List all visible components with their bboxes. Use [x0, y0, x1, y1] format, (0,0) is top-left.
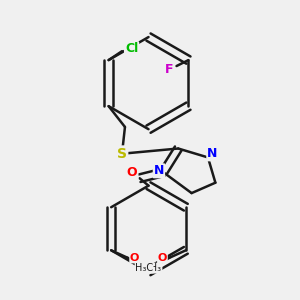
Text: O: O [158, 253, 167, 263]
Text: Cl: Cl [125, 42, 138, 55]
Text: CH₃: CH₃ [144, 263, 162, 273]
Text: O: O [127, 166, 137, 179]
Text: F: F [165, 62, 174, 76]
Text: S: S [117, 147, 127, 161]
Text: N: N [207, 147, 218, 161]
Text: O: O [130, 253, 139, 263]
Text: N: N [154, 164, 164, 177]
Text: H₃C: H₃C [135, 263, 153, 273]
